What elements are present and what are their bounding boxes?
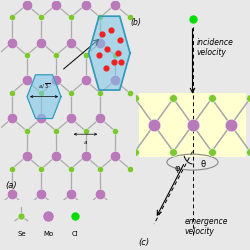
Text: incidence
velocity: incidence velocity bbox=[196, 38, 233, 57]
Polygon shape bbox=[27, 75, 61, 118]
Polygon shape bbox=[89, 16, 130, 90]
FancyBboxPatch shape bbox=[139, 93, 246, 157]
Point bbox=[104, 66, 108, 70]
Text: (a): (a) bbox=[5, 181, 17, 190]
Text: (c): (c) bbox=[139, 238, 150, 247]
Text: $a\sqrt{3}$: $a\sqrt{3}$ bbox=[38, 82, 50, 91]
Point bbox=[119, 60, 123, 64]
Text: θ: θ bbox=[200, 160, 205, 170]
Text: (b): (b) bbox=[131, 18, 142, 26]
Text: Mo: Mo bbox=[43, 231, 53, 237]
Text: Cl: Cl bbox=[72, 231, 78, 237]
Point bbox=[112, 60, 116, 64]
Point bbox=[105, 47, 109, 51]
Point bbox=[118, 38, 122, 42]
Text: Se: Se bbox=[17, 231, 26, 237]
Point bbox=[97, 53, 101, 57]
Text: φ: φ bbox=[174, 164, 180, 173]
Text: $a$: $a$ bbox=[83, 139, 88, 146]
Text: emergence
velocity: emergence velocity bbox=[185, 217, 228, 236]
Point bbox=[100, 32, 104, 36]
Point bbox=[116, 51, 120, 55]
Point bbox=[110, 28, 114, 32]
